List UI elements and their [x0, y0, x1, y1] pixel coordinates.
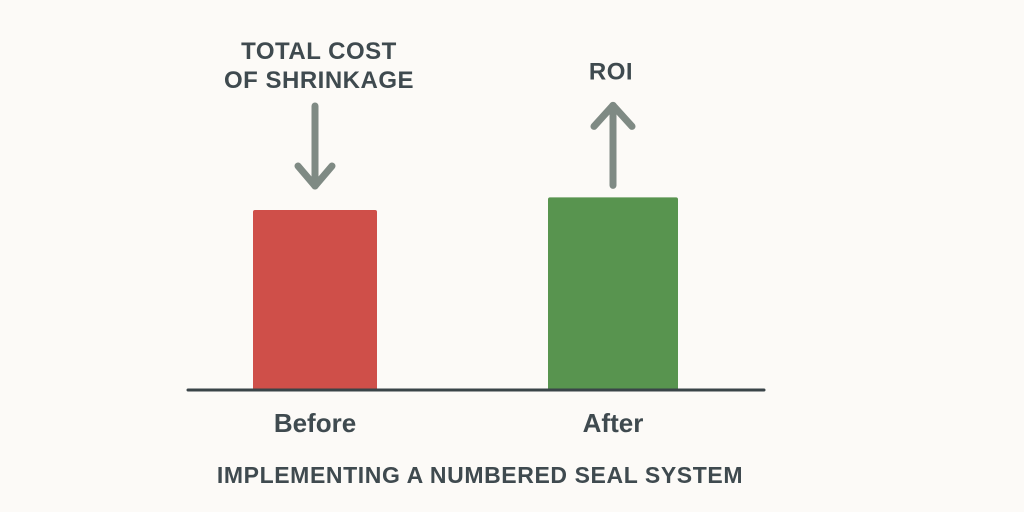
bar-before	[253, 210, 377, 391]
category-label-after: After	[583, 408, 644, 438]
up-arrow-icon	[590, 101, 636, 189]
bar-after	[548, 197, 678, 391]
annotation-label-before-1: TOTAL COST	[241, 38, 397, 65]
category-label-before: Before	[274, 408, 356, 438]
down-arrow-icon	[294, 102, 336, 190]
annotation-label-before-2: OF SHRINKAGE	[224, 67, 414, 94]
chart-caption: IMPLEMENTING A NUMBERED SEAL SYSTEM	[217, 462, 743, 488]
annotation-label-after-1: ROI	[589, 58, 633, 85]
